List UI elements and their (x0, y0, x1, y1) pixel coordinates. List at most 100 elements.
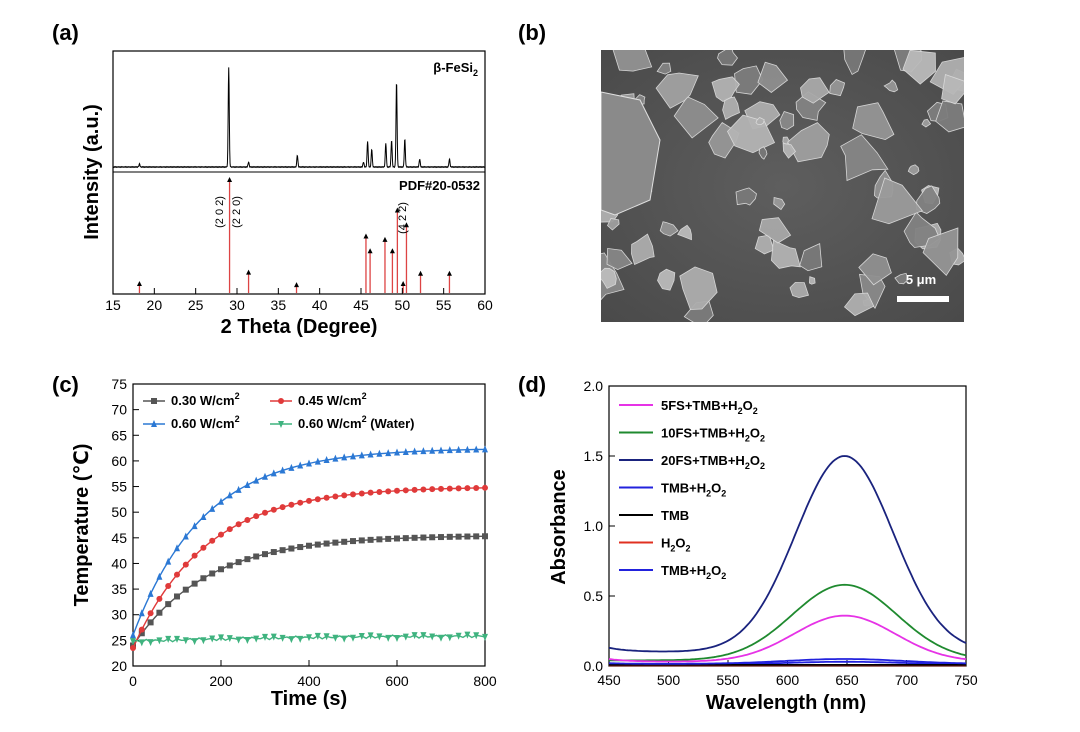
temp-data-point (218, 531, 224, 538)
abs-legend-sub: 2 (706, 489, 711, 499)
temp-x-tick-label: 0 (129, 673, 137, 689)
xrd-reference-peak-marker (367, 248, 373, 254)
temp-data-point (306, 459, 312, 467)
xrd-reference-peak-marker (382, 236, 388, 242)
temp-data-point (253, 513, 260, 520)
sem-particle (883, 79, 899, 93)
temp-data-point (235, 485, 242, 493)
temp-legend-sup: 2 (362, 391, 367, 401)
temp-data-point (306, 542, 312, 549)
temp-data-point (151, 398, 157, 404)
temp-data-point (182, 561, 189, 568)
abs-legend-label: 10FS+TMB+H2O2 (661, 426, 765, 444)
temp-data-point (411, 632, 418, 640)
sem-particle (757, 61, 789, 94)
temp-series (130, 445, 488, 639)
temp-data-point (130, 638, 136, 646)
temp-data-point (156, 572, 163, 580)
temp-series (130, 533, 488, 649)
temp-data-point (279, 504, 286, 511)
abs-legend-mid: O (743, 398, 753, 413)
sem-particle (922, 227, 959, 277)
temp-data-point (165, 635, 172, 643)
temp-data-point (191, 580, 198, 587)
abs-legend-name: TMB (661, 508, 689, 523)
temp-data-point (376, 488, 383, 495)
temp-data-point (209, 537, 216, 544)
temp-data-point (288, 545, 295, 552)
abs-legend-name: 10FS+TMB+H (661, 426, 745, 441)
temp-data-point (147, 619, 154, 626)
temp-data-point (385, 535, 392, 542)
abs-y-tick-label: 1.5 (584, 448, 604, 464)
xrd-x-tick-label: 55 (436, 297, 452, 313)
sem-particle (722, 96, 740, 120)
sem-particle (829, 79, 846, 97)
panel-label-b: (b) (518, 20, 546, 45)
temp-data-point (341, 635, 348, 643)
temp-data-point (306, 634, 312, 642)
abs-x-axis-title: Wavelength (nm) (706, 692, 866, 714)
sem-particle (606, 247, 633, 271)
temp-data-point (367, 450, 374, 458)
temp-data-point (473, 533, 480, 540)
temp-data-point (165, 601, 172, 608)
temp-data-point (358, 537, 365, 544)
temp-data-point (218, 634, 224, 642)
temp-data-point (278, 398, 284, 404)
abs-legend-mid: O (750, 426, 760, 441)
temp-data-point (130, 645, 136, 652)
temp-data-point (156, 609, 163, 616)
temp-data-point (420, 632, 427, 640)
temp-data-point (350, 538, 356, 545)
temp-data-point (420, 447, 427, 455)
panel-label-a: (a) (52, 20, 79, 45)
temp-data-point (350, 634, 356, 642)
sem-particle (656, 62, 672, 75)
temp-data-point (473, 484, 480, 491)
abs-legend-label: 5FS+TMB+H2O2 (661, 398, 758, 416)
temp-data-point (323, 633, 330, 641)
temp-data-point (323, 456, 330, 464)
temp-data-point (270, 506, 277, 513)
temp-x-tick-label: 400 (297, 673, 321, 689)
xrd-reference-label: PDF#20-0532 (399, 178, 480, 193)
temp-data-point (402, 487, 409, 494)
xrd-reference-peak-marker (400, 280, 406, 286)
temp-data-point (402, 447, 409, 455)
sem-image: 5 μm (601, 50, 964, 322)
temp-x-tick-label: 600 (385, 673, 409, 689)
temp-data-point (376, 449, 383, 457)
temp-data-point (151, 420, 157, 427)
temp-data-point (191, 552, 198, 559)
temp-data-point (270, 549, 277, 556)
abs-legend-sub: 2 (721, 489, 726, 499)
temp-series-line (132, 448, 485, 636)
temp-x-tick-label: 200 (209, 673, 233, 689)
temperature-chart: Time (s) Temperature (℃) 0 200 400 600 80020… (71, 376, 497, 710)
temp-data-point (235, 636, 242, 644)
temp-data-point (226, 562, 233, 569)
sem-particle (782, 142, 797, 159)
temp-legend-suffix: (Water) (367, 416, 415, 431)
sem-particle (773, 197, 786, 211)
sem-scale-bar-label: 5 μm (906, 272, 936, 287)
abs-legend-sub: 2 (760, 461, 765, 471)
abs-legend-sub: 2 (670, 544, 675, 554)
xrd-reference-peak-marker (227, 177, 233, 182)
temp-data-point (182, 532, 189, 540)
sem-particle (659, 221, 679, 237)
abs-legend-sub: 2 (738, 406, 743, 416)
sem-particle (941, 73, 964, 105)
temp-y-tick-label: 30 (111, 607, 127, 623)
abs-legend-sub: 2 (753, 406, 758, 416)
temp-data-point (262, 509, 268, 516)
temp-data-point (279, 547, 286, 554)
sem-particle (717, 50, 739, 66)
temp-legend-label: 0.60 W/cm2 (Water) (298, 414, 415, 431)
temp-data-point (446, 533, 453, 540)
temp-data-point (226, 635, 233, 643)
temp-data-point (297, 499, 304, 506)
temp-y-tick-label: 35 (111, 581, 127, 597)
temp-data-point (253, 635, 260, 643)
